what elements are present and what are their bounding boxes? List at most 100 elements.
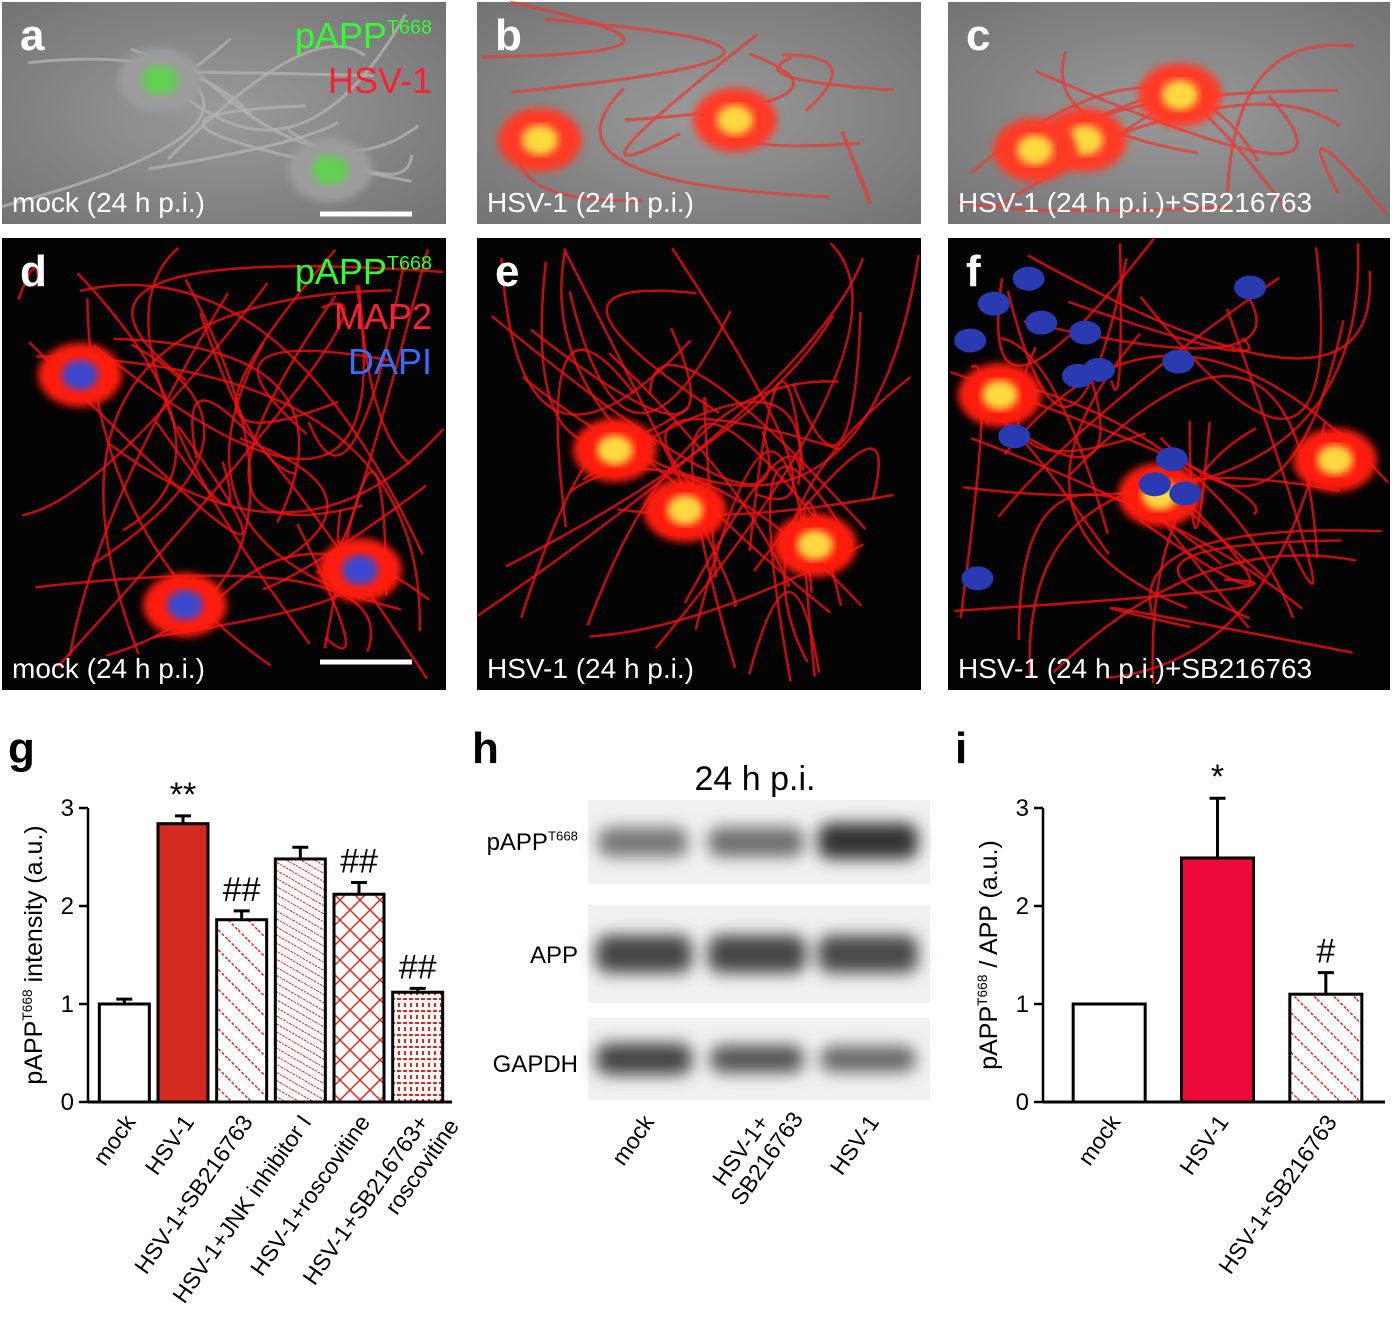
neurite <box>748 590 821 675</box>
nucleus <box>167 590 203 620</box>
nucleus <box>961 566 994 591</box>
x-tick-label: HSV-1 <box>1174 1110 1233 1179</box>
significance-mark: ## <box>340 842 378 880</box>
panel-letter: g <box>8 724 35 773</box>
blot-lane-label: HSV-1 <box>825 1110 884 1179</box>
bar <box>273 857 327 1104</box>
y-axis-label: pAPPT668 intensity (a.u.) <box>20 825 48 1084</box>
error-bar <box>116 997 133 1004</box>
y-tick-label: 1 <box>61 991 74 1018</box>
neurite <box>256 349 391 436</box>
text-line: HSV-1 <box>1174 1110 1233 1179</box>
blot-row-label: GAPDH <box>493 1051 578 1078</box>
error-bar <box>351 880 367 895</box>
significance-mark: ** <box>170 776 196 814</box>
neurite <box>954 578 1256 613</box>
nucleus <box>522 125 558 155</box>
nucleus <box>142 65 178 95</box>
neurite <box>155 421 232 506</box>
nucleus <box>998 424 1031 449</box>
nucleus <box>1012 266 1045 291</box>
neurite <box>648 363 867 530</box>
panel-letter: h <box>472 724 499 773</box>
channel-label: pAPPT668 <box>295 15 432 56</box>
nucleus <box>597 435 633 465</box>
panel-letter: e <box>495 247 519 296</box>
neurite <box>247 295 363 517</box>
text-part: APP <box>530 942 578 969</box>
neurite <box>505 314 835 568</box>
text-part: HSV-1 <box>328 60 432 101</box>
panel-letter: i <box>955 724 967 773</box>
nucleus <box>312 155 348 185</box>
panel-caption: HSV-1 (24 h p.i.)+SB216763 <box>958 187 1312 218</box>
text-part: T668 <box>387 253 432 275</box>
text-part: T668 <box>975 974 990 1006</box>
nucleus <box>1162 349 1195 374</box>
y-tick-label: 2 <box>1016 893 1029 920</box>
neurite <box>792 311 862 447</box>
y-tick-label: 0 <box>1016 1089 1029 1116</box>
neurite <box>1006 257 1128 409</box>
text-line: HSV-1+SB216763 <box>1213 1110 1342 1278</box>
neurite <box>35 574 373 653</box>
text-part: pAPP <box>295 15 387 56</box>
nucleus <box>977 291 1010 316</box>
nucleus <box>717 105 753 135</box>
bar <box>215 918 269 1104</box>
error-bar <box>1209 796 1226 858</box>
neurite <box>1226 43 1355 196</box>
y-axis-label: pAPPT668 / APP (a.u.) <box>975 840 1003 1070</box>
error-bar <box>409 986 426 993</box>
y-tick-label: 3 <box>1016 795 1029 822</box>
x-tick-label: mock <box>88 1110 141 1170</box>
text-line: mock <box>88 1110 141 1170</box>
bar-chart: i 0 1 2 3 pAPPT668 / APP (a.u.) mock * HSV-1 # HSV… <box>955 724 1385 1278</box>
neurite <box>163 13 407 132</box>
neurite <box>683 455 802 604</box>
neurite <box>1035 69 1299 156</box>
western-blot: h 24 h p.i. pAPPT668 APP GAPDH mock HSV-1+SB21… <box>472 724 930 1210</box>
text-part: pAPP <box>20 1021 48 1085</box>
text-line: HSV-1 <box>140 1110 199 1179</box>
neurite <box>1188 420 1211 530</box>
nucleus <box>797 530 833 560</box>
text-part: / APP (a.u.) <box>975 840 1003 974</box>
bar <box>1180 856 1255 1104</box>
neurite <box>68 292 229 657</box>
y-tick-label: 2 <box>61 893 74 920</box>
text-line: HSV-1 <box>825 1110 884 1179</box>
significance-mark: ## <box>223 871 261 909</box>
text-line: mock <box>606 1110 659 1170</box>
y-tick-label: 1 <box>1016 991 1029 1018</box>
panel-caption: HSV-1 (24 h p.i.)+SB216763 <box>958 653 1312 684</box>
nucleus <box>1069 320 1102 345</box>
neurite <box>768 465 854 682</box>
neurite <box>1319 147 1388 215</box>
neurite <box>199 312 297 476</box>
neurite <box>296 523 348 650</box>
neurite <box>997 276 1280 518</box>
error-bar <box>1317 971 1334 995</box>
neurite <box>568 291 732 415</box>
neurite <box>1028 476 1340 677</box>
panel-caption: mock (24 h p.i.) <box>12 187 205 218</box>
neurite <box>56 302 346 668</box>
neurite <box>1176 539 1342 620</box>
neurite <box>605 289 720 414</box>
neurite <box>21 282 269 517</box>
micrograph-background <box>477 238 921 690</box>
text-line: mock <box>1072 1110 1125 1170</box>
micrograph: b HSV-1 (24 h p.i.) <box>477 0 921 224</box>
neurite <box>102 289 392 655</box>
blot-lane-label: HSV-1+SB216763 <box>704 1092 808 1210</box>
neurite <box>1052 554 1357 674</box>
nucleus <box>1017 135 1053 165</box>
neurite <box>530 327 693 416</box>
y-tick-label: 0 <box>61 1089 74 1116</box>
neurite <box>1000 336 1109 535</box>
neurite <box>307 261 406 457</box>
